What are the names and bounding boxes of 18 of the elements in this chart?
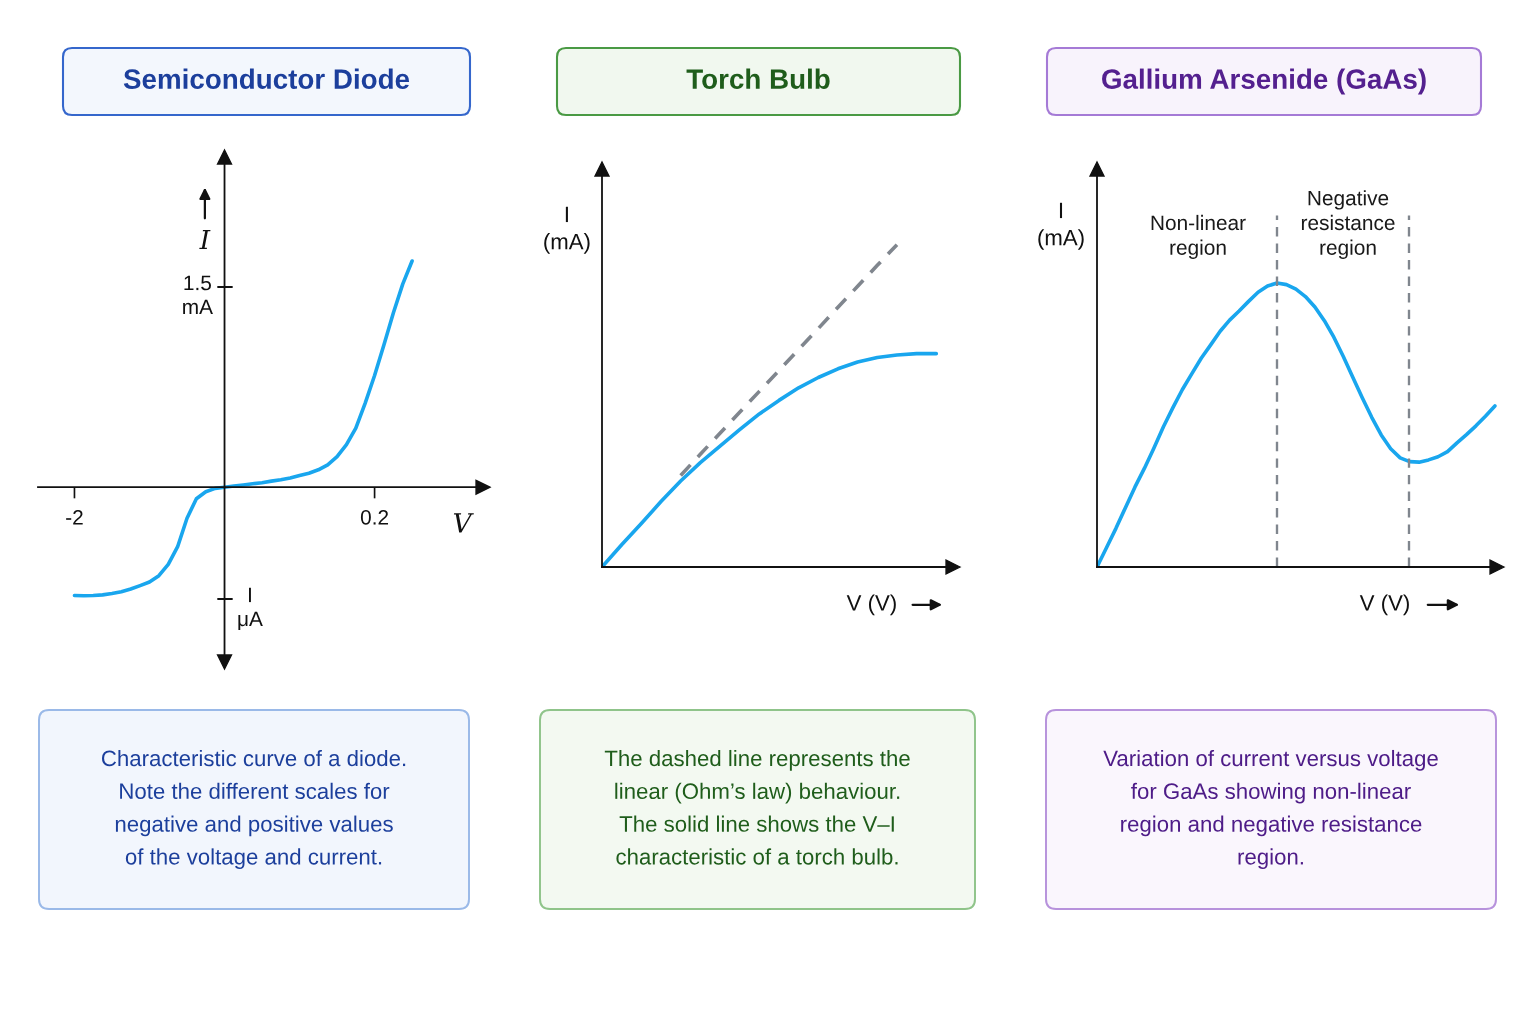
x-axis-title: V (V) (1359, 594, 1409, 616)
text: Non-linear region (1151, 214, 1246, 259)
chart-title: Torch Bulb (686, 68, 830, 89)
x-tick-label: -2 (66, 509, 83, 525)
annotation: I μA (238, 587, 263, 631)
text: Characteristic curve of a diode. Note the different scales for negative and positive values of the voltage and current. (101, 749, 406, 870)
chart-title: Semiconductor Diode (123, 68, 410, 89)
y-axis-title: I (199, 229, 211, 250)
text: The dashed line represents the linear (Ohm’s law) behaviour. The solid line shows the V–I characteristic of a torch bulb. (604, 749, 910, 865)
y-axis-title: I (mA) (1038, 202, 1084, 250)
x-tick-label: 0.2 (360, 509, 389, 525)
text: Negative resistance region (1301, 190, 1395, 259)
x-axis-title: V (453, 513, 474, 533)
chart-title: Gallium Arsenide (GaAs) (1102, 68, 1426, 95)
annotation: 1.5 mA (183, 275, 213, 315)
text: Variation of current versus voltage for GaAs showing non-linear region and negative resistance region. (1103, 749, 1438, 870)
x-axis-title: V (V) (846, 594, 896, 616)
y-axis-title: I (mA) (544, 206, 590, 254)
